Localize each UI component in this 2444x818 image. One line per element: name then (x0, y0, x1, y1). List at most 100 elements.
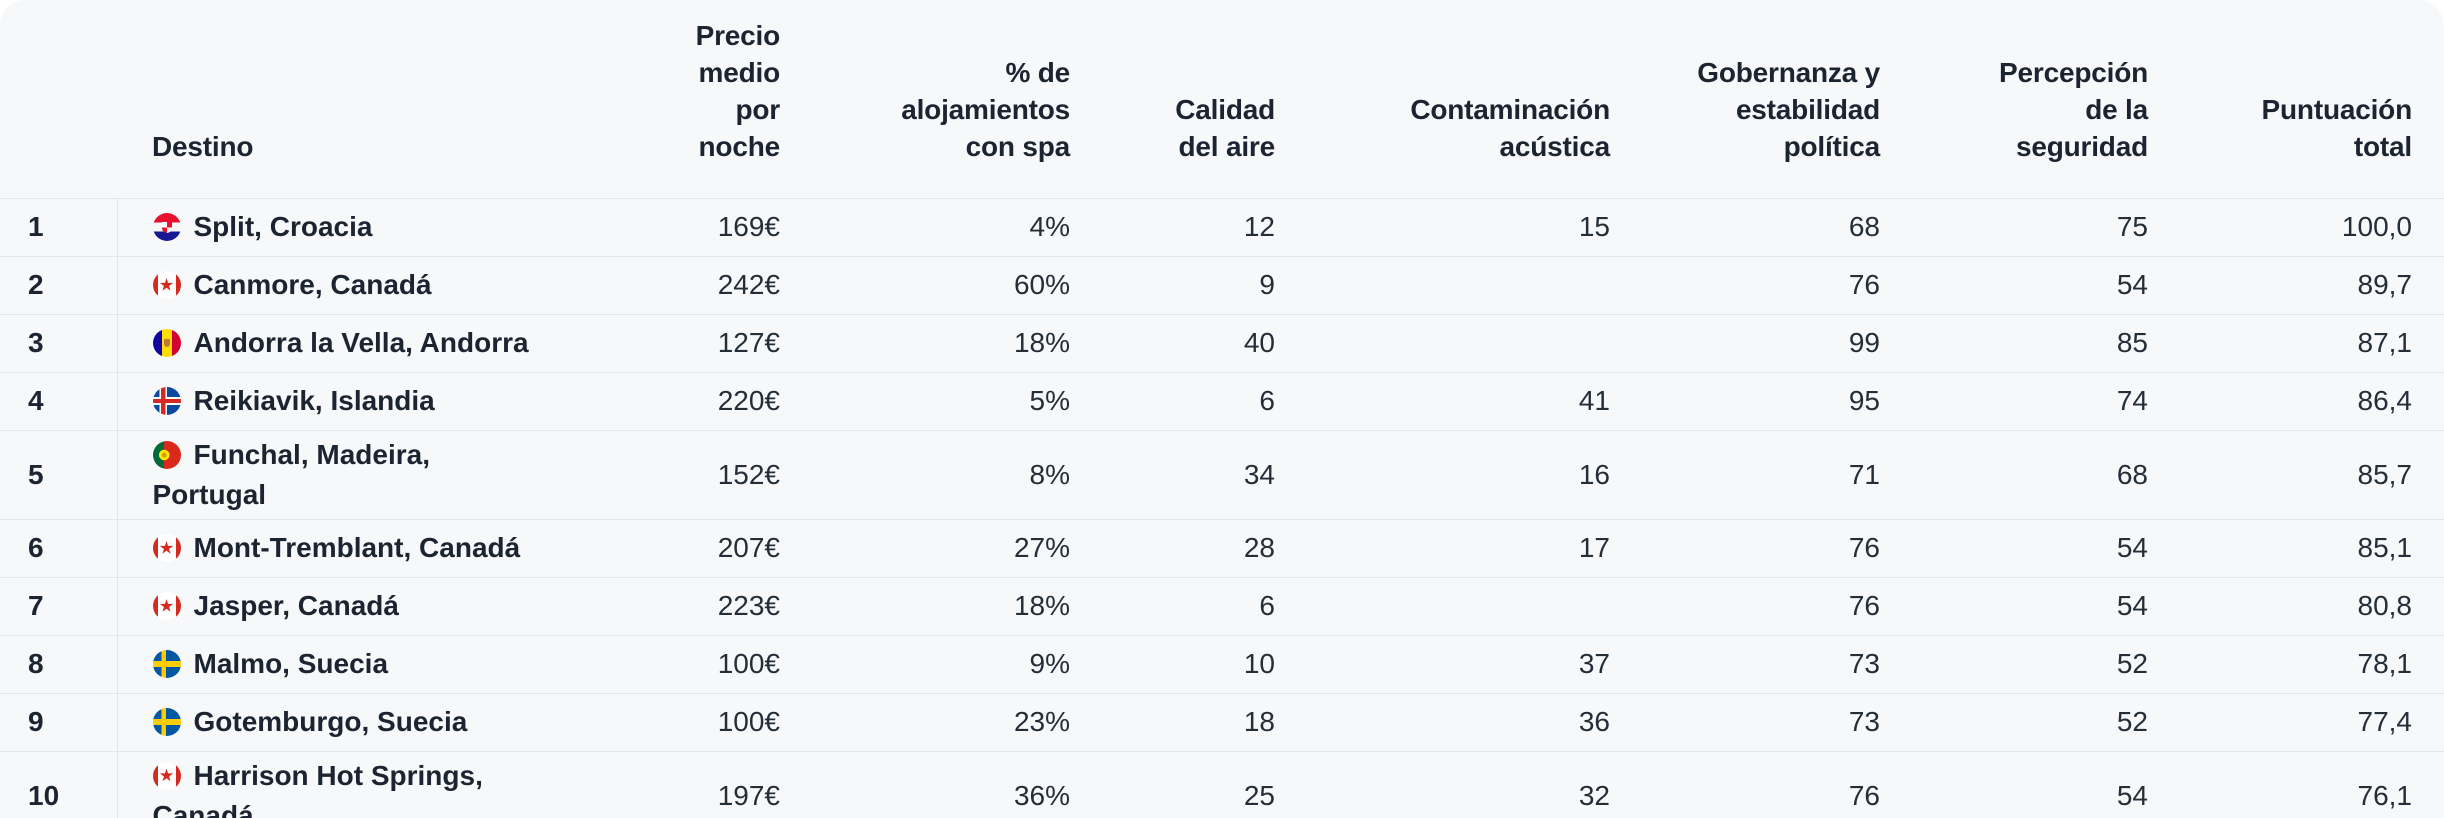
destination-name: Split, Croacia (193, 211, 373, 242)
table-row: 5 Funchal, Madeira, Portugal 152€ 8% 34 … (0, 430, 2444, 519)
governance-cell: 73 (1848, 648, 1880, 679)
destination-cell: Canmore, Canadá (117, 256, 560, 314)
price-cell: 197€ (717, 779, 780, 811)
safety-cell: 54 (2116, 269, 2148, 300)
price-cell: 100€ (717, 706, 780, 737)
total-score-cell: 80,8 (2357, 590, 2413, 621)
flag-icon-croatia (152, 213, 181, 241)
rank-cell: 10 (0, 751, 118, 818)
spa-cell: 4% (1029, 211, 1070, 242)
total-score-cell: 76,1 (2357, 779, 2413, 811)
governance-cell: 95 (1848, 385, 1880, 416)
air-quality-cell: 9 (1259, 269, 1275, 300)
spa-cell: 23% (1013, 706, 1070, 737)
rank-cell: 8 (0, 635, 118, 693)
destination-cell: Gotemburgo, Suecia (117, 693, 560, 751)
column-header-destination: Destino (152, 130, 254, 162)
price-cell: 152€ (717, 458, 780, 490)
air-quality-cell: 40 (1243, 327, 1275, 358)
air-quality-cell: 28 (1243, 532, 1275, 563)
flag-icon-canada (152, 592, 181, 620)
flag-icon-canada (152, 761, 181, 790)
price-cell: 223€ (717, 590, 780, 621)
noise-cell: 41 (1578, 385, 1610, 416)
total-score-cell: 78,1 (2357, 648, 2413, 679)
table-row: 4 Reikiavik, Islandia 220€ 5% 6 41 95 74… (0, 372, 2444, 430)
destination-cell: Split, Croacia (117, 198, 560, 256)
flag-icon-portugal (152, 440, 181, 469)
safety-cell: 52 (2116, 706, 2148, 737)
noise-cell: 37 (1578, 648, 1610, 679)
spa-cell: 18% (1013, 327, 1070, 358)
safety-cell: 74 (2116, 385, 2148, 416)
air-quality-cell: 25 (1243, 779, 1275, 811)
table-row: 6 Mont-Tremblant, Canadá 207€ 27% 28 17 … (0, 519, 2444, 577)
safety-cell: 54 (2116, 532, 2148, 563)
destination-name: Harrison Hot Springs, Canadá (152, 759, 483, 818)
destination-name: Funchal, Madeira, Portugal (152, 438, 431, 510)
table-row: 7 Jasper, Canadá 223€ 18% 6 76 54 80,8 (0, 577, 2444, 635)
spa-cell: 9% (1029, 648, 1070, 679)
price-cell: 100€ (717, 648, 780, 679)
destination-cell: Andorra la Vella, Andorra (117, 314, 560, 372)
table-row: 9 Gotemburgo, Suecia 100€ 23% 18 36 73 5… (0, 693, 2444, 751)
noise-cell: 16 (1578, 458, 1610, 490)
total-score-cell: 100,0 (2341, 211, 2412, 242)
governance-cell: 76 (1848, 590, 1880, 621)
noise-cell: 32 (1578, 779, 1610, 811)
price-cell: 207€ (717, 532, 780, 563)
safety-cell: 85 (2116, 327, 2148, 358)
spa-cell: 36% (1013, 779, 1070, 811)
noise-cell (1285, 314, 1620, 372)
spa-cell: 5% (1029, 385, 1070, 416)
air-quality-cell: 34 (1243, 458, 1275, 490)
rank-cell: 5 (0, 430, 118, 519)
total-score-cell: 89,7 (2357, 269, 2413, 300)
total-score-cell: 85,7 (2357, 458, 2413, 490)
governance-cell: 76 (1848, 269, 1880, 300)
rank-cell: 4 (0, 372, 118, 430)
column-header-rank (0, 0, 117, 198)
governance-cell: 73 (1848, 706, 1880, 737)
price-cell: 242€ (717, 269, 780, 300)
safety-cell: 54 (2116, 779, 2148, 811)
destination-name: Gotemburgo, Suecia (193, 706, 468, 737)
rank-cell: 7 (0, 577, 118, 635)
governance-cell: 71 (1848, 458, 1880, 490)
safety-cell: 75 (2116, 211, 2148, 242)
destination-cell: Harrison Hot Springs, Canadá (117, 751, 560, 818)
table-row: 2 Canmore, Canadá 242€ 60% 9 76 54 89,7 (0, 256, 2444, 314)
destination-cell: Jasper, Canadá (117, 577, 560, 635)
air-quality-cell: 6 (1259, 590, 1275, 621)
spa-cell: 60% (1013, 269, 1070, 300)
rank-cell: 6 (0, 519, 118, 577)
governance-cell: 99 (1848, 327, 1880, 358)
noise-cell (1285, 577, 1620, 635)
price-cell: 169€ (717, 211, 780, 242)
column-header-total-score: Puntuación total (2261, 93, 2413, 162)
rank-cell: 3 (0, 314, 118, 372)
flag-icon-sweden (152, 708, 181, 736)
column-header-air-quality: Calidad del aire (1175, 93, 1275, 162)
column-header-safety: Percepción de la seguridad (1999, 56, 2148, 162)
noise-cell: 15 (1578, 211, 1610, 242)
air-quality-cell: 18 (1243, 706, 1275, 737)
noise-cell (1285, 256, 1620, 314)
noise-cell: 17 (1578, 532, 1610, 563)
flag-icon-canada (152, 271, 181, 299)
column-header-spa: % de alojamientos con spa (901, 56, 1070, 162)
total-score-cell: 77,4 (2357, 706, 2413, 737)
air-quality-cell: 12 (1243, 211, 1275, 242)
air-quality-cell: 10 (1243, 648, 1275, 679)
column-header-noise: Contaminación acústica (1410, 93, 1610, 162)
destination-cell: Funchal, Madeira, Portugal (117, 430, 560, 519)
destination-name: Andorra la Vella, Andorra (193, 327, 529, 358)
spa-cell: 27% (1013, 532, 1070, 563)
destination-name: Reikiavik, Islandia (193, 385, 435, 416)
flag-icon-canada (152, 534, 181, 562)
price-cell: 220€ (717, 385, 780, 416)
column-header-price: Precio medio por noche (695, 19, 781, 162)
rank-cell: 1 (0, 198, 118, 256)
flag-icon-sweden (152, 650, 181, 678)
